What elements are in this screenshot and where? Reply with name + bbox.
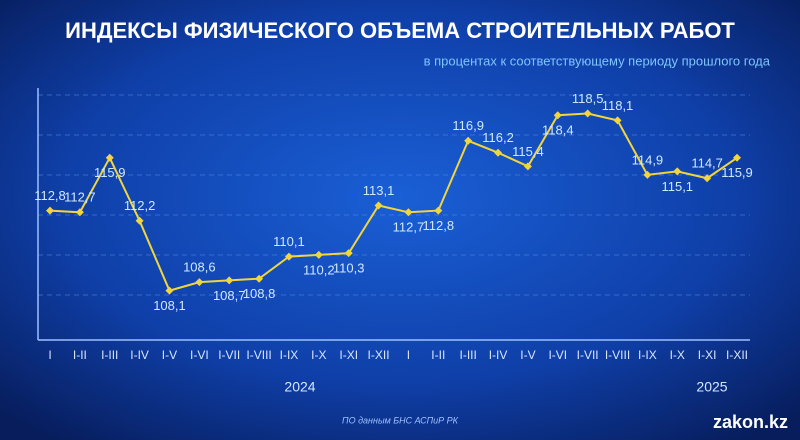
data-label: 108,7 <box>213 288 246 303</box>
x-tick-label: I-III <box>101 348 118 362</box>
point <box>195 278 204 287</box>
data-label: 114,7 <box>691 156 723 171</box>
x-tick-label: I <box>48 348 51 362</box>
point <box>344 249 353 258</box>
x-tick-label: I-XI <box>339 348 358 362</box>
point <box>434 206 443 215</box>
x-tick-label: I-VIII <box>246 348 271 362</box>
data-label: 118,4 <box>542 123 574 138</box>
x-tick-label: I-VI <box>548 348 567 362</box>
point <box>404 208 413 217</box>
data-label: 112,2 <box>124 198 156 213</box>
point <box>255 274 264 283</box>
x-tick-label: I-X <box>670 348 685 362</box>
x-tick-label: I-X <box>311 348 326 362</box>
data-label: 110,2 <box>303 262 335 277</box>
point <box>494 148 503 157</box>
data-label: 108,8 <box>243 286 276 301</box>
logo: zakon.kz <box>713 412 788 432</box>
point <box>583 109 592 118</box>
data-label: 115,1 <box>661 179 693 194</box>
data-label: 115,9 <box>721 165 753 180</box>
x-tick-label: I-XII <box>368 348 390 362</box>
data-label: 115,9 <box>94 165 126 180</box>
point <box>135 216 144 225</box>
data-label: 112,7 <box>64 190 96 205</box>
x-tick-label: I-VII <box>218 348 240 362</box>
chart-subtitle: в процентах к соответствующему периоду п… <box>424 53 771 68</box>
point <box>284 252 293 261</box>
point <box>613 116 622 125</box>
point <box>105 153 114 162</box>
point <box>225 276 234 285</box>
point <box>703 174 712 183</box>
x-tick-label: I-VIII <box>605 348 630 362</box>
data-label: 108,1 <box>153 298 186 313</box>
point <box>733 153 741 162</box>
x-tick-label: I-IV <box>489 348 508 362</box>
point <box>464 136 473 145</box>
data-label: 115,4 <box>512 144 544 159</box>
data-label: 118,5 <box>572 91 604 106</box>
point <box>46 206 54 215</box>
x-tick-label: I-V <box>162 348 177 362</box>
point <box>643 170 652 179</box>
data-label: 112,7 <box>393 220 425 235</box>
point <box>523 162 532 171</box>
data-label: 118,1 <box>602 98 634 113</box>
point <box>553 111 562 120</box>
data-label: 110,3 <box>333 261 365 276</box>
point <box>673 167 682 176</box>
x-tick-label: I-IX <box>638 348 657 362</box>
x-tick-label: I-VII <box>577 348 599 362</box>
data-label: 116,2 <box>482 130 514 145</box>
x-tick-label: I-II <box>73 348 87 362</box>
x-tick-label: I-XI <box>698 348 717 362</box>
data-label: 116,9 <box>452 118 484 133</box>
point <box>165 286 174 295</box>
year-label: 2024 <box>284 379 315 395</box>
x-tick-label: I-IV <box>130 348 149 362</box>
chart-title: ИНДЕКСЫ ФИЗИЧЕСКОГО ОБЪЕМА СТРОИТЕЛЬНЫХ … <box>65 18 735 43</box>
x-tick-label: I-VI <box>190 348 209 362</box>
x-tick-label: I-XII <box>726 348 748 362</box>
data-label: 108,6 <box>183 260 216 275</box>
data-label: 113,1 <box>363 183 395 198</box>
source: ПО данным БНС АСПиР РК <box>342 415 459 425</box>
data-label: 114,9 <box>632 152 664 167</box>
x-tick-label: I <box>407 348 410 362</box>
x-tick-label: I-V <box>520 348 535 362</box>
point <box>374 201 383 210</box>
x-tick-label: I-IX <box>280 348 299 362</box>
grid-decoration <box>38 94 750 296</box>
year-label: 2025 <box>696 379 727 395</box>
x-tick-label: I-III <box>460 348 477 362</box>
point <box>75 208 84 217</box>
x-tick-label: I-II <box>431 348 445 362</box>
line <box>49 112 738 292</box>
data-label: 112,8 <box>34 188 66 203</box>
point <box>314 250 323 259</box>
data-label: 110,1 <box>273 234 305 249</box>
data-label: 112,8 <box>423 218 455 233</box>
